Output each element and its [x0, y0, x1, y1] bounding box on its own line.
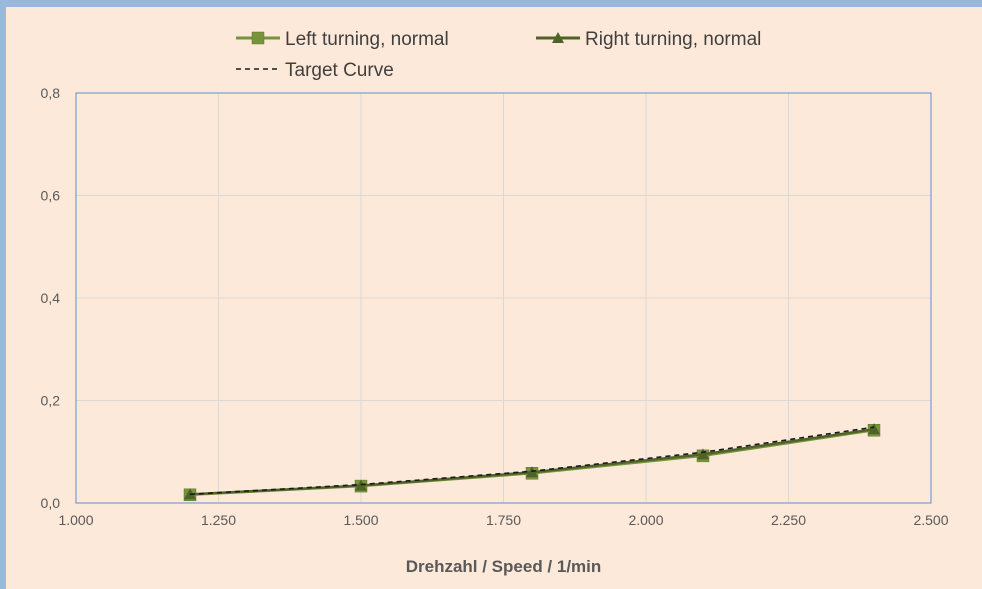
legend-swatch-marker — [251, 31, 265, 45]
y-tick-labels: 0,0 0,2 0,4 0,6 0,8 — [41, 85, 61, 511]
x-tick-label: 1.250 — [201, 512, 236, 528]
y-tick-label: 0,0 — [41, 495, 61, 511]
x-tick-label: 2.000 — [628, 512, 663, 528]
y-tick-label: 0,4 — [41, 290, 61, 306]
series-layer — [183, 423, 881, 502]
legend-item: Left turning, normal — [236, 29, 449, 50]
legend: Left turning, normal Right turning, norma… — [236, 29, 761, 81]
y-tick-label: 0,8 — [41, 85, 61, 101]
x-tick-label: 2.500 — [913, 512, 948, 528]
plot-border — [75, 92, 932, 504]
y-tick-label: 0,6 — [41, 188, 61, 204]
x-tick-label: 1.000 — [58, 512, 93, 528]
x-tick-label: 1.500 — [343, 512, 378, 528]
x-tick-labels: 1.000 1.250 1.500 1.750 2.000 2.250 2.500 — [58, 512, 948, 528]
data-point — [868, 423, 880, 435]
legend-swatch-marker — [552, 32, 564, 43]
grid-layer — [76, 93, 931, 503]
x-tick-label: 2.250 — [771, 512, 806, 528]
chart-frame: 0,0 0,2 0,4 0,6 0,8 1.000 1.250 1.500 1.750 2.00… — [6, 7, 982, 589]
legend-item: Right turning, normal — [536, 29, 761, 50]
series-1 — [184, 423, 880, 500]
data-point — [697, 448, 709, 460]
y-tick-label: 0,2 — [41, 393, 61, 409]
legend-label: Target Curve — [285, 60, 394, 81]
series-line — [189, 429, 875, 496]
series-line — [189, 428, 875, 496]
legend-item: Target Curve — [236, 60, 394, 81]
x-tick-label: 1.750 — [486, 512, 521, 528]
legend-label: Right turning, normal — [585, 29, 761, 50]
series-line — [189, 426, 875, 496]
series-2 — [189, 426, 875, 496]
x-axis-title: Drehzahl / Speed / 1/min — [406, 557, 602, 576]
chart-svg: 0,0 0,2 0,4 0,6 0,8 1.000 1.250 1.500 1.750 2.00… — [41, 29, 949, 576]
legend-label: Left turning, normal — [285, 29, 449, 50]
